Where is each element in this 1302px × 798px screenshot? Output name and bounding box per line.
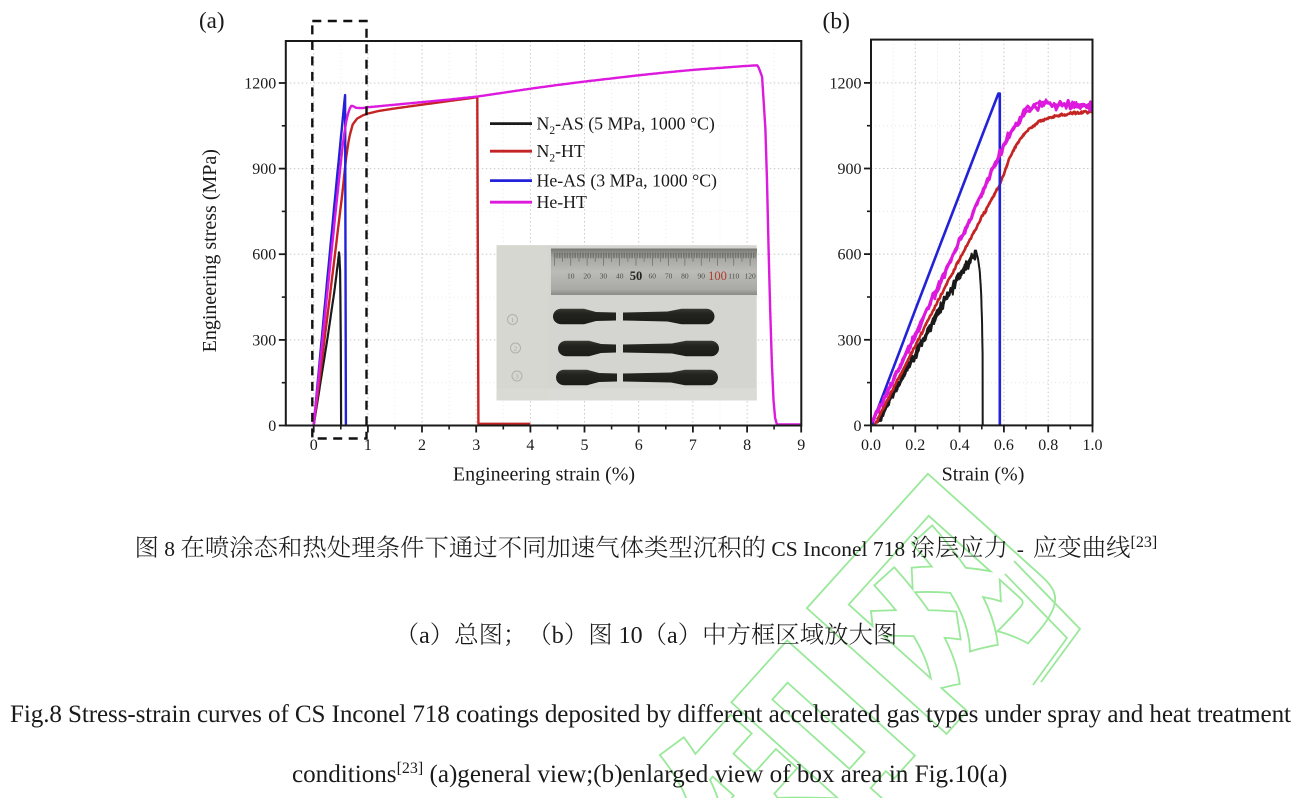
svg-text:110: 110 <box>728 272 739 281</box>
svg-text:30: 30 <box>600 272 608 281</box>
svg-text:(a): (a) <box>199 8 225 33</box>
svg-text:2: 2 <box>418 437 426 454</box>
svg-text:Engineering stress (MPa): Engineering stress (MPa) <box>199 149 221 352</box>
svg-text:-: - <box>1017 537 1024 561</box>
svg-text:1: 1 <box>364 437 372 454</box>
svg-text:conditions: conditions <box>292 761 397 788</box>
svg-text:Strain (%): Strain (%) <box>942 464 1025 486</box>
svg-text:10: 10 <box>567 272 575 281</box>
svg-text:Fig.8 Stress-strain curves of: Fig.8 Stress-strain curves of CS Inconel… <box>10 701 1291 728</box>
svg-text:5: 5 <box>581 437 589 454</box>
svg-text:3: 3 <box>472 437 480 454</box>
svg-text:2: 2 <box>549 152 555 164</box>
svg-text:90: 90 <box>697 272 705 281</box>
svg-text:2: 2 <box>549 125 555 137</box>
svg-text:300: 300 <box>252 332 276 349</box>
svg-text:2: 2 <box>514 346 517 353</box>
svg-text:a: a <box>667 623 678 649</box>
svg-text:(a)general view;(b)enlarged vi: (a)general view;(b)enlarged view of box … <box>423 761 1007 788</box>
svg-text:4: 4 <box>526 437 534 454</box>
svg-text:He-HT: He-HT <box>537 192 587 212</box>
svg-text:0.6: 0.6 <box>994 437 1014 454</box>
svg-text:(b): (b) <box>823 9 850 35</box>
svg-text:100: 100 <box>708 269 727 283</box>
svg-text:600: 600 <box>252 247 276 264</box>
svg-text:40: 40 <box>616 272 624 281</box>
svg-text:70: 70 <box>665 272 673 281</box>
svg-text:9: 9 <box>797 437 805 454</box>
svg-text:900: 900 <box>838 161 862 178</box>
svg-text:He-AS (3 MPa, 1000 °C): He-AS (3 MPa, 1000 °C) <box>537 171 718 192</box>
svg-text:7: 7 <box>689 437 697 454</box>
svg-text:0.4: 0.4 <box>950 437 970 454</box>
svg-text:8: 8 <box>743 437 751 454</box>
svg-text:N: N <box>537 114 550 134</box>
svg-text:b: b <box>552 623 564 649</box>
svg-text:300: 300 <box>838 332 862 349</box>
svg-text:N: N <box>537 141 550 161</box>
svg-text:6: 6 <box>635 437 643 454</box>
svg-text:[23]: [23] <box>397 760 424 777</box>
svg-text:1200: 1200 <box>244 76 276 93</box>
svg-text:0.2: 0.2 <box>905 437 925 454</box>
svg-text:10: 10 <box>613 623 643 649</box>
svg-text:600: 600 <box>838 247 862 264</box>
svg-text:1.0: 1.0 <box>1083 437 1103 454</box>
svg-text:-HT: -HT <box>555 141 585 161</box>
svg-text:3: 3 <box>515 374 518 381</box>
svg-text:0.0: 0.0 <box>861 437 881 454</box>
svg-text:1: 1 <box>511 317 514 324</box>
svg-text:CS Inconel 718: CS Inconel 718 <box>766 537 911 561</box>
svg-text:0.8: 0.8 <box>1038 437 1058 454</box>
svg-text:-AS (5 MPa, 1000 °C): -AS (5 MPa, 1000 °C) <box>555 114 715 135</box>
svg-text:80: 80 <box>681 272 689 281</box>
svg-text:50: 50 <box>630 269 643 283</box>
svg-text:120: 120 <box>744 272 756 281</box>
svg-text:[23]: [23] <box>1131 534 1158 551</box>
svg-text:1200: 1200 <box>830 75 862 92</box>
svg-text:0: 0 <box>854 418 862 435</box>
svg-text:Engineering strain (%): Engineering strain (%) <box>453 464 635 486</box>
svg-text:0: 0 <box>268 418 276 435</box>
svg-text:8: 8 <box>159 537 181 561</box>
svg-text:20: 20 <box>583 272 591 281</box>
svg-text:60: 60 <box>649 272 657 281</box>
svg-text:900: 900 <box>252 161 276 178</box>
svg-text:0: 0 <box>310 437 318 454</box>
svg-text:a: a <box>419 623 430 649</box>
